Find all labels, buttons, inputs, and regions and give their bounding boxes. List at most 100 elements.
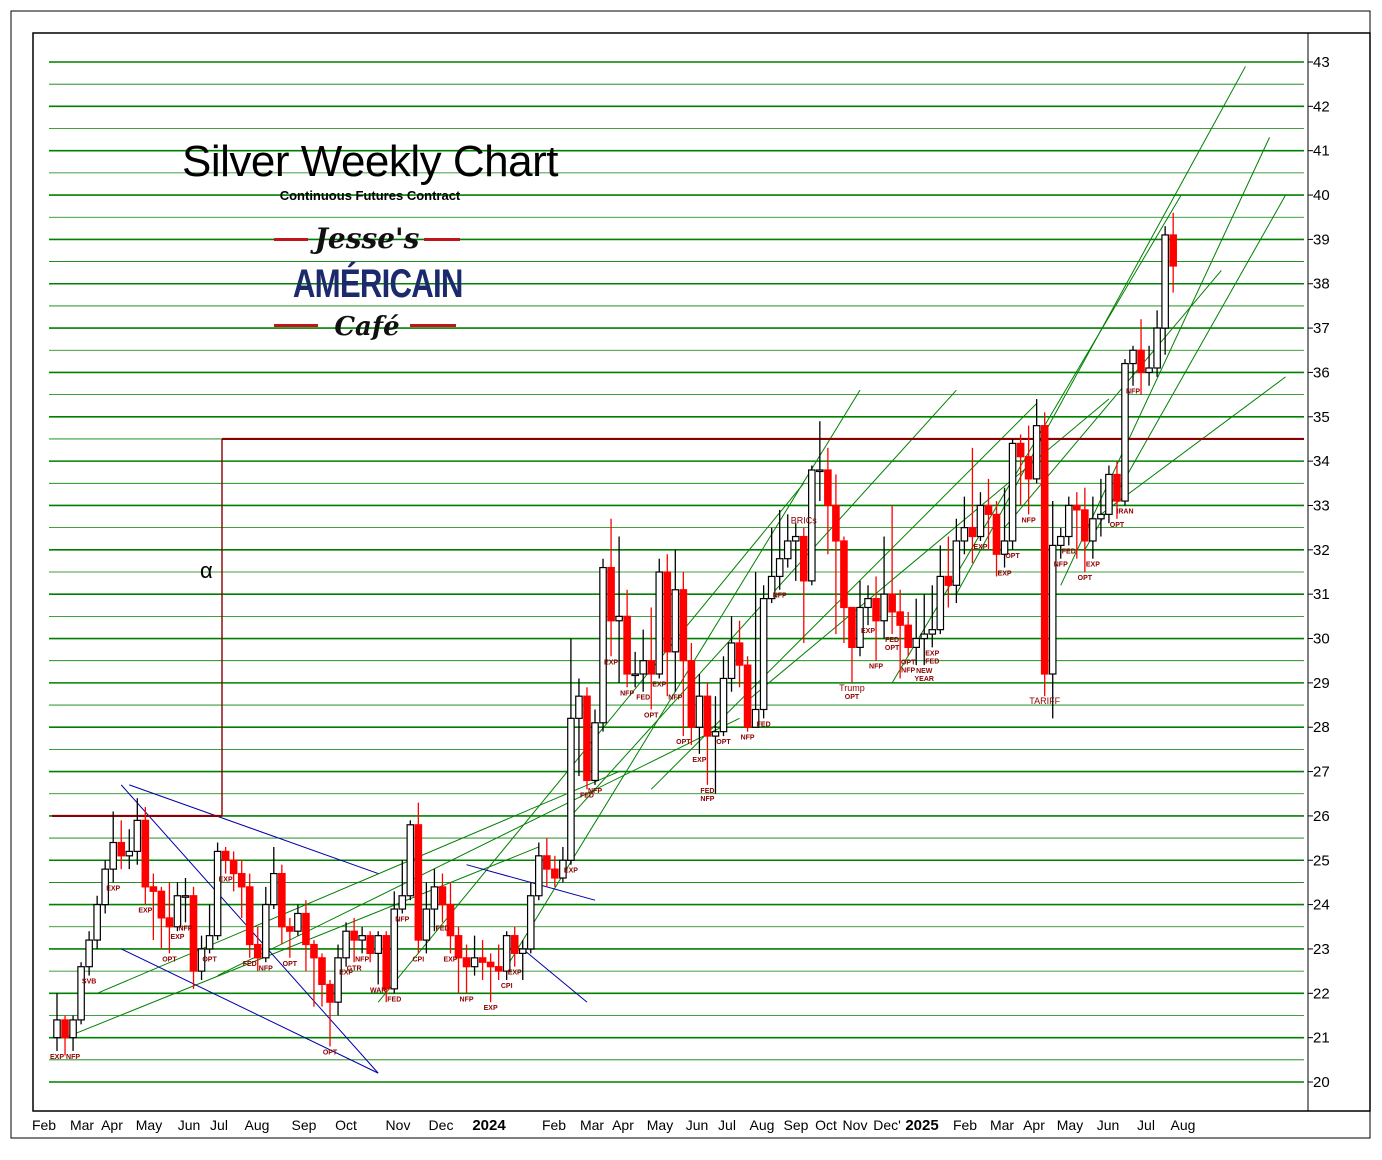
candle-up	[1153, 327, 1161, 369]
candle-up	[133, 819, 142, 852]
y-tick-label: 42	[1313, 98, 1330, 115]
x-month-label: May	[647, 1117, 673, 1133]
event-label: EXP	[219, 877, 233, 884]
candles	[53, 212, 1177, 1056]
event-label: OPT	[676, 739, 691, 746]
event-label: FED	[435, 925, 449, 932]
candle-up	[880, 593, 888, 622]
candle-up	[976, 504, 985, 538]
trend-line	[1100, 376, 1286, 515]
event-label: NFP	[395, 916, 409, 923]
event-label: NFP	[1054, 562, 1068, 569]
plot-border	[32, 32, 1371, 1112]
y-tick-label: 33	[1313, 497, 1330, 514]
y-tick-label: 39	[1313, 231, 1330, 248]
candle-up	[1121, 362, 1129, 502]
event-label: OPT	[845, 694, 860, 701]
x-month-label: Feb	[953, 1117, 977, 1133]
chart-subtitle: Continuous Futures Contract	[279, 188, 461, 203]
candle-down	[221, 850, 230, 861]
y-tick-label: 21	[1313, 1030, 1330, 1047]
candle-up	[334, 957, 342, 1003]
candle-down	[703, 695, 712, 737]
candle-down	[510, 935, 519, 954]
event-label: EXP	[973, 544, 987, 551]
candle-up	[719, 677, 728, 733]
y-tick-label: 36	[1313, 364, 1330, 381]
candle-up	[422, 908, 431, 941]
channel-line	[522, 948, 588, 1003]
candle-down	[1016, 442, 1025, 458]
y-tick-label: 35	[1313, 409, 1330, 426]
x-year-label: 2024	[472, 1117, 506, 1134]
candle-down	[237, 872, 246, 888]
event-label: NFP	[460, 996, 474, 1003]
candle-down	[607, 566, 615, 622]
candle-down	[302, 912, 310, 946]
event-label: FED	[700, 788, 714, 795]
candle-down	[494, 966, 503, 972]
candle-down	[984, 504, 993, 515]
x-month-label: Oct	[815, 1117, 837, 1133]
candle-down	[478, 957, 487, 963]
candle-down	[486, 961, 495, 968]
event-label: OPT	[1110, 522, 1125, 529]
candle-down	[944, 575, 953, 586]
event-label: SVB	[82, 979, 96, 986]
candle-up	[109, 841, 118, 870]
event-label: TARIFF	[1029, 696, 1060, 706]
x-month-label: Feb	[32, 1117, 56, 1133]
candle-up	[213, 850, 222, 937]
candle-up	[1097, 513, 1105, 520]
x-month-label: Mar	[580, 1117, 604, 1133]
candle-down	[735, 642, 744, 666]
x-month-label: Jun	[178, 1117, 201, 1133]
candle-up	[615, 615, 623, 622]
x-month-label: Dec	[429, 1117, 454, 1133]
candle-down	[454, 935, 463, 959]
event-label: NFP	[259, 965, 273, 972]
x-month-label: Aug	[1171, 1117, 1196, 1133]
candle-down	[438, 886, 447, 906]
candle-up	[406, 824, 415, 897]
candle-down	[189, 895, 198, 972]
event-label: EXP	[106, 885, 120, 892]
candle-up	[791, 535, 800, 542]
event-label: EXP	[50, 1054, 64, 1061]
outer-border	[10, 10, 1371, 1139]
y-tick-labels: 20 21 22 23 24 25 26 27 28 29 30 31 32 33 34 35 36 37 38 39…	[1308, 54, 1330, 1091]
candle-down	[1169, 234, 1177, 267]
candle-up	[101, 868, 109, 906]
candle-up	[567, 717, 575, 861]
candle-up	[671, 589, 680, 653]
x-month-label: May	[136, 1117, 162, 1133]
candle-down	[872, 598, 880, 622]
event-label: NFP	[355, 956, 369, 963]
x-month-label: Nov	[843, 1117, 868, 1133]
candle-up	[534, 855, 543, 897]
candle-down	[992, 513, 1001, 555]
candle-up	[751, 708, 760, 728]
candle-down	[245, 886, 254, 946]
candle-up	[631, 673, 639, 677]
event-label: NFP	[588, 788, 602, 795]
candle-up	[1145, 367, 1153, 374]
event-label: EXP	[170, 934, 184, 941]
candle-down	[61, 1019, 69, 1039]
candle-down	[840, 540, 848, 609]
candle-down	[888, 593, 896, 613]
candle-down	[896, 611, 904, 626]
x-month-label: Jul	[1137, 1117, 1155, 1133]
candle-down	[165, 917, 174, 928]
candle-up	[93, 904, 101, 941]
candle-up	[430, 886, 439, 910]
candle-up	[1056, 535, 1065, 546]
candle-up	[398, 895, 407, 910]
candle-up	[767, 575, 776, 600]
trend-line	[64, 846, 539, 1039]
candle-up	[591, 722, 599, 782]
title-block: Silver Weekly Chart Continuous Futures C…	[150, 138, 590, 204]
candle-down	[623, 615, 631, 675]
trend-line	[96, 771, 620, 994]
candle-up	[1129, 349, 1137, 365]
